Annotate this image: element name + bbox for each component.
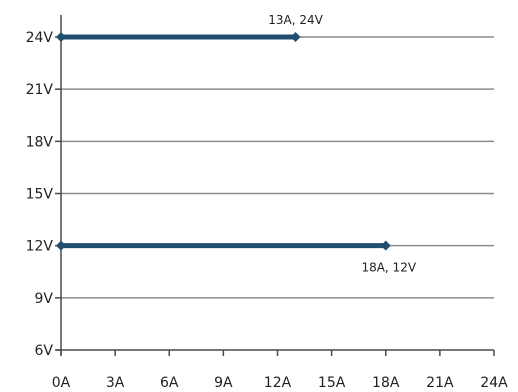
x-tick-label-9A: 9A (214, 375, 233, 391)
series-1-point-2 (290, 32, 301, 42)
x-tick-label-0A: 0A (52, 375, 71, 391)
y-tick-label-6V: 6V (35, 343, 54, 359)
data-label-1: 13A, 24V (268, 13, 323, 27)
x-tick-label-21A: 21A (426, 375, 454, 391)
x-tick-label-24A: 24A (480, 375, 508, 391)
y-tick-label-24V: 24V (26, 30, 54, 46)
x-tick-label-3A: 3A (106, 375, 125, 391)
series-1-point-1 (56, 32, 66, 42)
series-2-point-2 (380, 240, 391, 251)
x-tick-label-18A: 18A (372, 375, 400, 391)
y-tick-label-12V: 12V (26, 239, 54, 255)
data-label-2: 18A, 12V (361, 261, 416, 275)
x-tick-label-15A: 15A (318, 375, 346, 391)
tick-labels: 6V 9V 12V 15V 18V 21V 24V 0A 3A 6A 9A 12A 15A 18A 21A 2… (26, 30, 509, 391)
series-2-point-1 (56, 240, 66, 251)
y-tick-label-15V: 15V (26, 187, 54, 203)
y-tick-label-18V: 18V (26, 134, 54, 150)
y-tick-label-9V: 9V (35, 291, 54, 307)
grid-lines (61, 36, 494, 299)
axes (55, 15, 495, 356)
data-series (56, 32, 391, 251)
x-tick-label-6A: 6A (160, 375, 179, 391)
y-tick-label-21V: 21V (26, 82, 54, 98)
x-tick-label-12A: 12A (264, 375, 292, 391)
data-annotations: 13A, 24V 18A, 12V (268, 13, 417, 275)
